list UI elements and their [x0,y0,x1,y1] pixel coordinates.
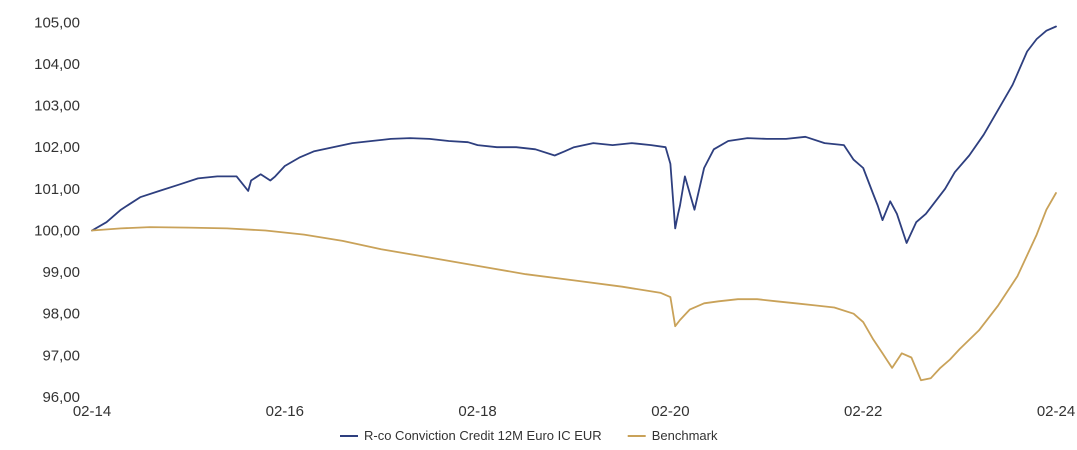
y-tick-label: 99,00 [42,264,80,281]
x-axis: 02-14 02-16 02-18 02-20 02-22 02-24 [73,403,1075,420]
y-tick-label: 104,00 [34,56,80,73]
x-tick-label: 02-24 [1037,403,1075,420]
x-tick-label: 02-22 [844,403,882,420]
y-tick-label: 102,00 [34,139,80,156]
y-tick-label: 98,00 [42,306,80,323]
y-axis: 96,00 97,00 98,00 99,00 100,00 101,00 102,00 10… [34,14,80,406]
y-tick-label: 97,00 [42,347,80,364]
y-tick-label: 100,00 [34,222,80,239]
y-tick-label: 101,00 [34,181,80,198]
legend-label-0: R-co Conviction Credit 12M Euro IC EUR [364,428,602,443]
x-tick-label: 02-16 [266,403,304,420]
legend: R-co Conviction Credit 12M Euro IC EUR Be… [340,428,718,443]
y-tick-label: 105,00 [34,14,80,31]
legend-label-1: Benchmark [652,428,718,443]
series-line-0 [91,25,1057,244]
y-tick-label: 103,00 [34,98,80,115]
x-tick-label: 02-20 [651,403,689,420]
x-tick-label: 02-18 [458,403,496,420]
y-tick-label: 96,00 [42,389,80,406]
series-line-1 [91,192,1057,382]
x-tick-label: 02-14 [73,403,111,420]
series-layer [91,25,1057,382]
